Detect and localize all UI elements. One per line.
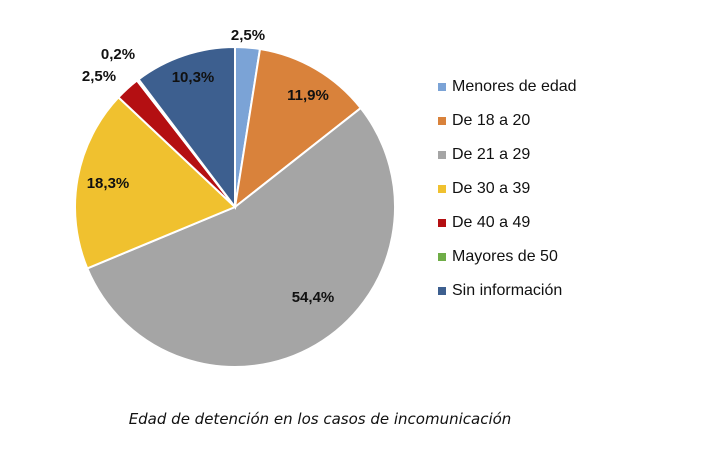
- legend: Menores de edad De 18 a 20 De 21 a 29 De…: [438, 78, 577, 316]
- legend-item-menores: Menores de edad: [438, 78, 577, 95]
- legend-item-sin-informacion: Sin información: [438, 282, 577, 299]
- slice-label-de-21-a-29: 54,4%: [292, 289, 335, 306]
- chart-caption: Edad de detención en los casos de incomu…: [128, 410, 512, 428]
- slice-label-de-40-a-49: 2,5%: [82, 68, 116, 85]
- legend-swatch: [438, 218, 446, 227]
- pie-slice-de-30-a-39: [74, 95, 237, 270]
- legend-swatch: [438, 150, 446, 159]
- slice-label-de-18-a-20: 11,9%: [287, 87, 329, 104]
- legend-item-18-20: De 18 a 20: [438, 112, 577, 129]
- legend-item-mayores-50: Mayores de 50: [438, 248, 577, 265]
- legend-swatch: [438, 184, 446, 193]
- legend-label: De 21 a 29: [452, 145, 531, 163]
- legend-swatch: [438, 252, 446, 261]
- legend-swatch: [438, 286, 446, 295]
- legend-label: Sin información: [452, 281, 563, 299]
- legend-swatch: [438, 82, 446, 91]
- slice-label-mayores-de-50: 0,2%: [101, 46, 135, 63]
- legend-label: Menores de edad: [452, 77, 577, 95]
- legend-label: De 18 a 20: [452, 111, 531, 129]
- slice-label-de-30-a-39: 18,3%: [87, 175, 130, 192]
- legend-label: De 40 a 49: [452, 213, 531, 231]
- legend-item-30-39: De 30 a 39: [438, 180, 577, 197]
- legend-item-40-49: De 40 a 49: [438, 214, 577, 231]
- pie-slice-sin-informacion: [137, 45, 236, 210]
- pie-slice-de-21-a-29: [85, 106, 396, 368]
- pie-slice-de-18-a-20: [233, 47, 363, 210]
- legend-item-21-29: De 21 a 29: [438, 146, 577, 163]
- legend-swatch: [438, 116, 446, 125]
- legend-label: De 30 a 39: [452, 179, 531, 197]
- slice-label-sin-informacion: 10,3%: [172, 69, 215, 86]
- slice-label-menores-de-edad: 2,5%: [231, 27, 265, 44]
- legend-label: Mayores de 50: [452, 247, 558, 265]
